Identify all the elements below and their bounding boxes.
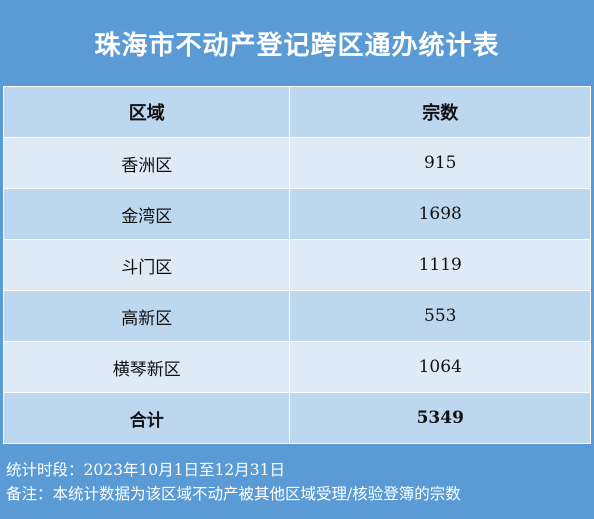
table-row: 横琴新区 1064 [2,341,591,393]
cell-region: 香洲区 [2,137,291,189]
table-title: 珠海市不动产登记跨区通办统计表 [94,30,500,61]
table-row: 香洲区 915 [2,137,591,189]
cell-count: 915 [289,137,591,189]
table-row: 斗门区 1119 [2,239,591,291]
cell-count: 1064 [289,341,591,393]
cell-count: 1698 [289,188,591,240]
statistics-table: 区域 宗数 香洲区 915 金湾区 1698 斗门区 1119 高新区 553 … [2,86,591,444]
table-header-row: 区域 宗数 [2,86,591,138]
table-footer: 统计时段：2023年10月1日至12月31日 备注：本统计数据为该区域不动产被其… [6,458,591,506]
cell-region: 横琴新区 [2,341,291,393]
cell-region: 金湾区 [2,188,291,240]
cell-count: 553 [289,290,591,342]
total-label: 合计 [2,392,291,444]
cell-count: 1119 [289,239,591,291]
table-row: 金湾区 1698 [2,188,591,240]
cell-region: 斗门区 [2,239,291,291]
cell-region: 高新区 [2,290,291,342]
remark-note: 备注：本统计数据为该区域不动产被其他区域受理/核验登簿的宗数 [6,485,461,503]
table-total-row: 合计 5349 [2,392,591,444]
total-count: 5349 [289,392,591,444]
header-region: 区域 [2,86,291,138]
period-note: 统计时段：2023年10月1日至12月31日 [6,461,285,479]
table-row: 高新区 553 [2,290,591,342]
header-count: 宗数 [289,86,591,138]
